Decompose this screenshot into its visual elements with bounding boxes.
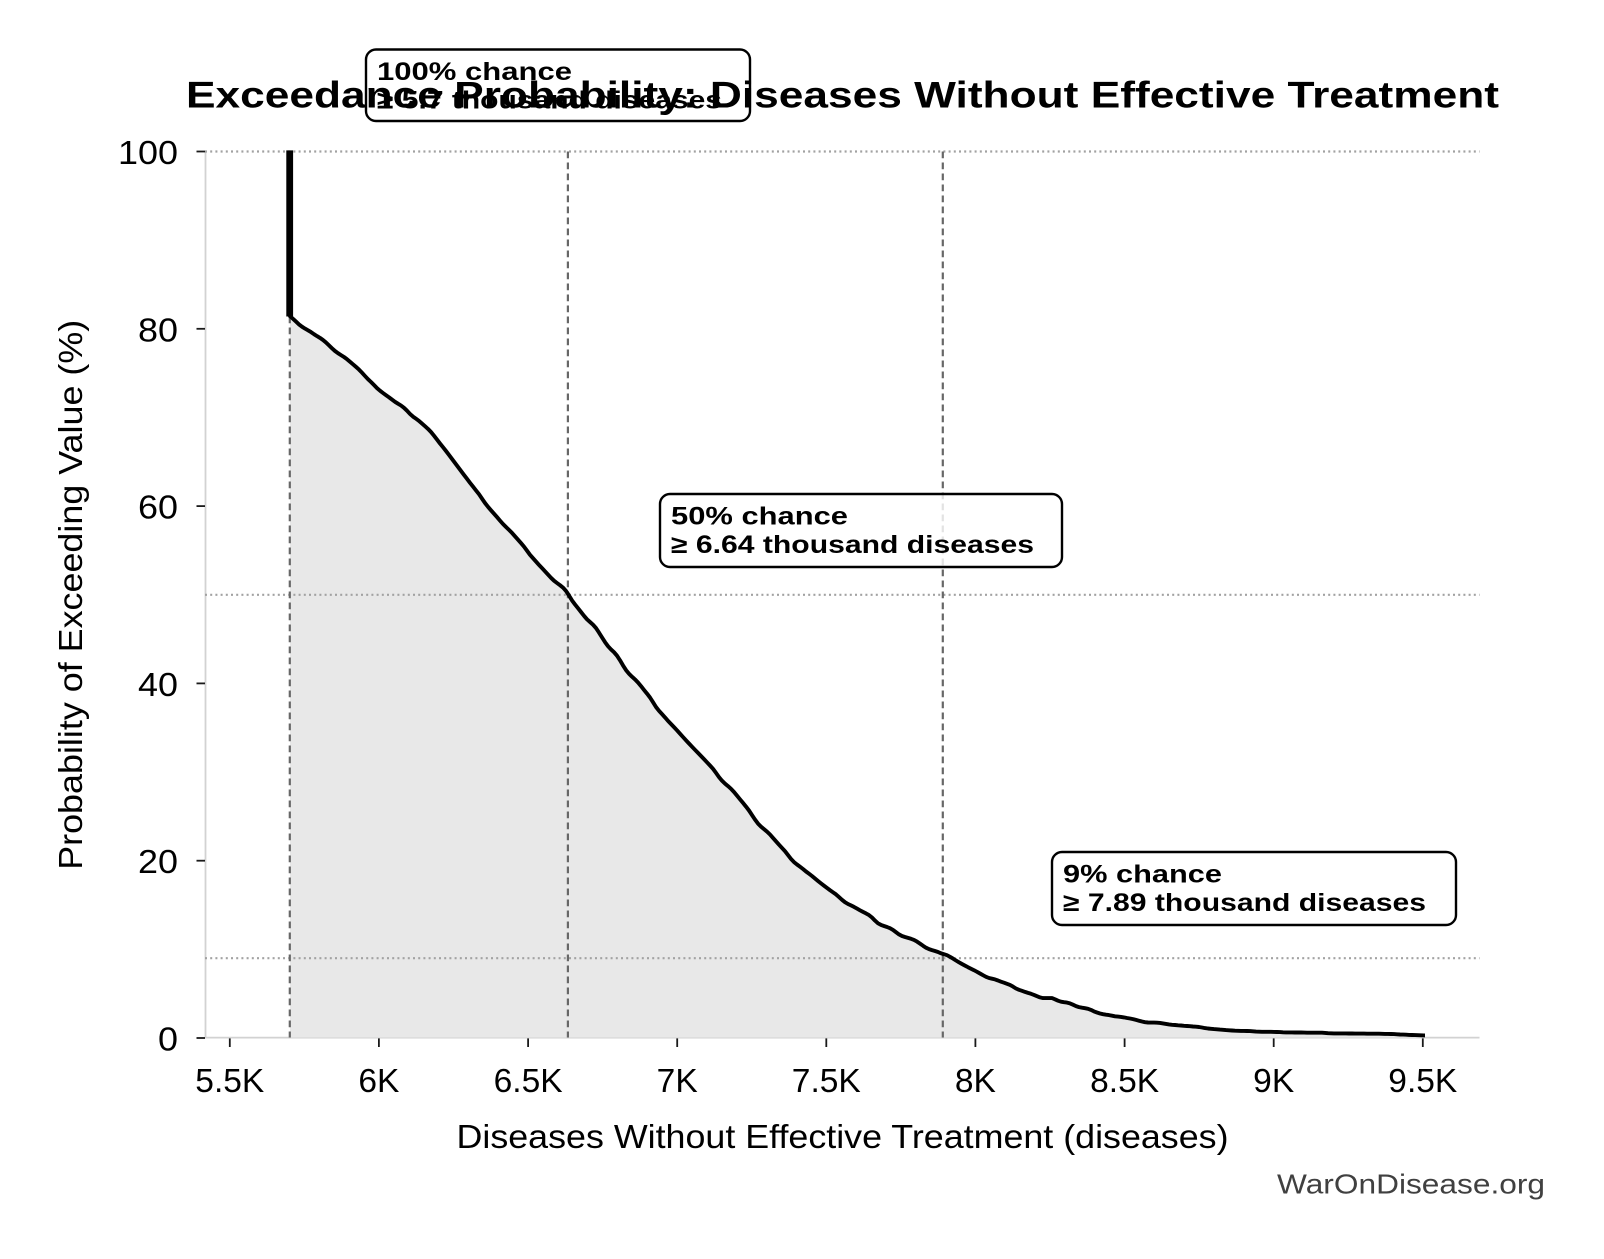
- svg-text:60: 60: [138, 489, 178, 526]
- svg-text:5.5K: 5.5K: [195, 1062, 264, 1099]
- svg-text:≥ 5.7 thousand diseases: ≥ 5.7 thousand diseases: [377, 87, 722, 115]
- svg-text:7.5K: 7.5K: [792, 1062, 861, 1099]
- svg-text:≥ 6.64 thousand diseases: ≥ 6.64 thousand diseases: [671, 531, 1034, 559]
- svg-text:≥ 7.89 thousand diseases: ≥ 7.89 thousand diseases: [1063, 889, 1426, 917]
- svg-text:7K: 7K: [657, 1062, 698, 1099]
- svg-text:8K: 8K: [955, 1062, 996, 1099]
- svg-text:Diseases Without Effective Tre: Diseases Without Effective Treatment (di…: [457, 1118, 1229, 1155]
- svg-text:8.5K: 8.5K: [1090, 1062, 1159, 1099]
- svg-text:Exceedance Probability: Diseas: Exceedance Probability: Diseases Without…: [186, 75, 1499, 116]
- svg-text:20: 20: [138, 843, 178, 880]
- svg-text:9% chance: 9% chance: [1063, 861, 1222, 889]
- svg-text:Probability of Exceeding Value: Probability of Exceeding Value (%): [52, 320, 89, 870]
- svg-text:50% chance: 50% chance: [671, 503, 848, 531]
- svg-text:6.5K: 6.5K: [494, 1062, 563, 1099]
- svg-text:100% chance: 100% chance: [377, 58, 572, 86]
- svg-text:80: 80: [138, 311, 178, 348]
- svg-text:9K: 9K: [1253, 1062, 1294, 1099]
- svg-text:6K: 6K: [358, 1062, 399, 1099]
- svg-text:9.5K: 9.5K: [1388, 1062, 1457, 1099]
- svg-text:100: 100: [118, 134, 178, 171]
- svg-text:WarOnDisease.org: WarOnDisease.org: [1277, 1169, 1545, 1200]
- svg-text:40: 40: [138, 666, 178, 703]
- svg-text:0: 0: [158, 1021, 178, 1058]
